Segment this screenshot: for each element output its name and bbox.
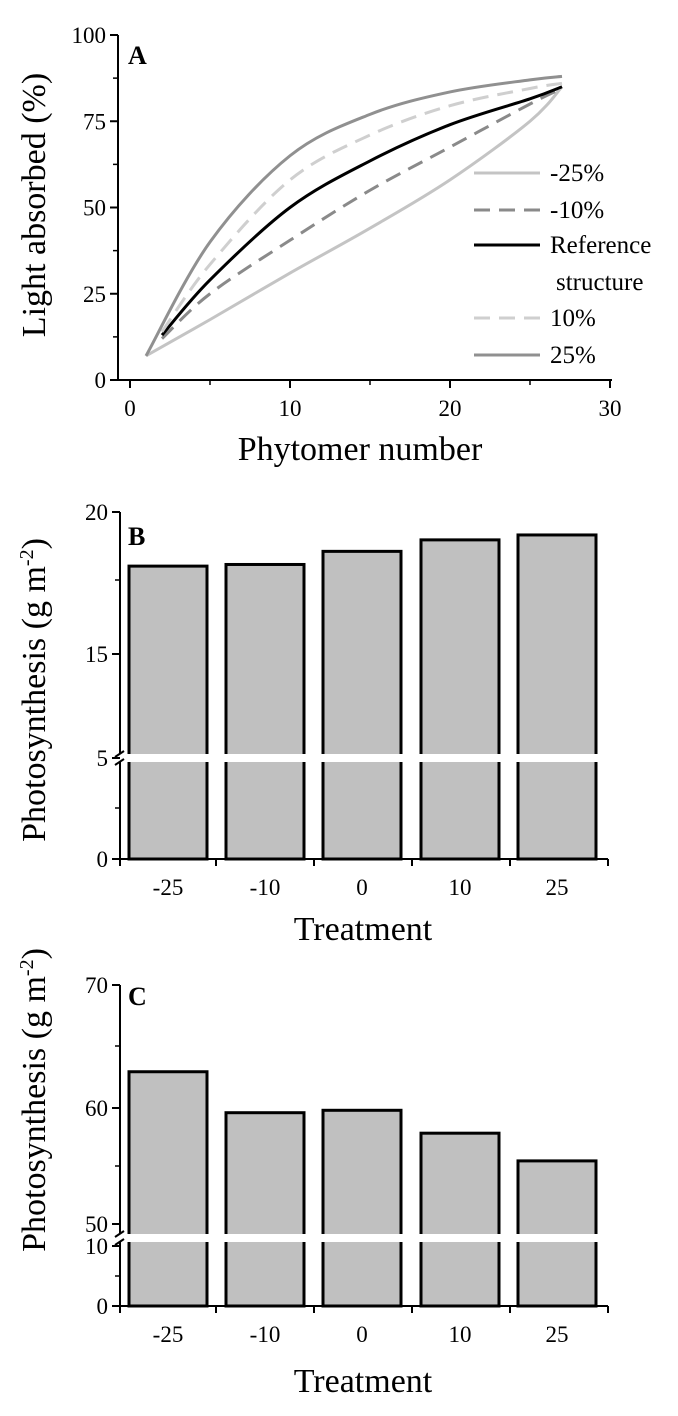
panel-a-x-tick-label: 30 xyxy=(599,396,622,421)
legend-label-3: 10% xyxy=(550,305,596,332)
y-tick-label: 10 xyxy=(85,1234,108,1259)
y-tick-label: 50 xyxy=(85,1212,108,1237)
y-tick-label: 5 xyxy=(97,746,109,771)
panel-a-series-line-4 xyxy=(144,74,563,357)
axis-break-mark xyxy=(114,758,125,766)
panel-a-series-line-0 xyxy=(145,85,564,358)
axis-break-mark xyxy=(114,1238,125,1246)
x-tick-label: -25 xyxy=(153,1322,184,1347)
panel-c-letter: C xyxy=(128,982,147,1011)
x-tick-label: 10 xyxy=(449,875,472,900)
panel-a-ylabel: Light absorbed (%) xyxy=(16,73,53,337)
panel-a-y-tick-label: 75 xyxy=(83,109,106,134)
panel-b-bars xyxy=(110,533,610,861)
axis-break-mark xyxy=(114,750,125,758)
x-tick-label: 25 xyxy=(546,875,569,900)
bar--25 xyxy=(127,1070,209,1308)
bar-0 xyxy=(321,1108,403,1308)
x-tick-label: -25 xyxy=(153,875,184,900)
panel-a-y-tick-label: 0 xyxy=(95,368,107,393)
bar--10 xyxy=(224,1111,306,1308)
axis-break-gap xyxy=(110,754,610,762)
y-tick-label: 0 xyxy=(97,1294,109,1319)
panel-c-xlabel: Treatment xyxy=(294,1363,433,1400)
bar-25 xyxy=(516,533,598,861)
legend-label-0: -25% xyxy=(550,160,604,187)
y-tick-label: 0 xyxy=(97,847,109,872)
bar-10 xyxy=(419,538,501,861)
bar--25 xyxy=(127,564,209,861)
panel-a-line-chart: Light absorbed (%) Phytomer number A 0 25… xyxy=(16,23,651,468)
axis-break-mark xyxy=(114,1230,125,1238)
y-tick-label: 60 xyxy=(85,1096,108,1121)
bar-0 xyxy=(321,549,403,861)
panel-a-x-tick-label: 10 xyxy=(279,396,302,421)
x-tick-label: -10 xyxy=(250,1322,281,1347)
panel-b-ylabel: Photosynthesis (g m-2) xyxy=(16,538,53,842)
panel-c-bar-chart: Photosynthesis (g m-2) Treatment C 01050… xyxy=(16,948,610,1400)
panel-c-bars xyxy=(110,1070,610,1308)
panel-b-axes: 0 5 15 20 -25 -10 0 10 25 xyxy=(85,500,609,900)
panel-a-y-tick-label: 50 xyxy=(83,196,106,221)
x-tick-label: 0 xyxy=(356,1322,368,1347)
panel-a-axes: 0 25 50 75 100 0 10 20 30 xyxy=(72,23,622,421)
bar-25 xyxy=(516,1159,598,1308)
panel-a-x-tick-label: 0 xyxy=(124,396,136,421)
panel-a-letter: A xyxy=(128,41,147,70)
axis-break-gap xyxy=(110,1234,610,1242)
panel-a-series-line-3 xyxy=(160,81,563,333)
panel-b-letter: B xyxy=(128,522,145,551)
panel-a-xlabel: Phytomer number xyxy=(238,431,483,468)
panel-a-series xyxy=(144,74,564,358)
panel-a-legend: -25% -10% Reference structure 10% 25% xyxy=(474,160,651,369)
legend-label-2: Reference structure xyxy=(550,232,651,296)
legend-label-1: -10% xyxy=(550,197,604,224)
y-tick-label: 15 xyxy=(85,642,108,667)
panel-a-y-tick-label: 100 xyxy=(72,23,107,48)
y-tick-label: 70 xyxy=(85,973,108,998)
panel-b-bar-chart: Photosynthesis (g m-2) Treatment B 0 5 15 2… xyxy=(16,500,610,948)
x-tick-label: 10 xyxy=(449,1322,472,1347)
panel-a-series-line-1 xyxy=(160,87,563,340)
bar--10 xyxy=(224,562,306,861)
y-tick-label: 20 xyxy=(85,500,108,525)
panel-a-x-tick-label: 20 xyxy=(439,396,462,421)
x-tick-label: 0 xyxy=(356,875,368,900)
x-tick-label: 25 xyxy=(546,1322,569,1347)
panel-a-series-line-2 xyxy=(160,85,563,337)
x-tick-label: -10 xyxy=(250,875,281,900)
panel-a-y-tick-label: 25 xyxy=(83,282,106,307)
panel-b-xlabel: Treatment xyxy=(294,911,433,948)
bar-10 xyxy=(419,1131,501,1308)
legend-label-4: 25% xyxy=(550,342,596,369)
panel-c-ylabel: Photosynthesis (g m-2) xyxy=(16,948,53,1252)
